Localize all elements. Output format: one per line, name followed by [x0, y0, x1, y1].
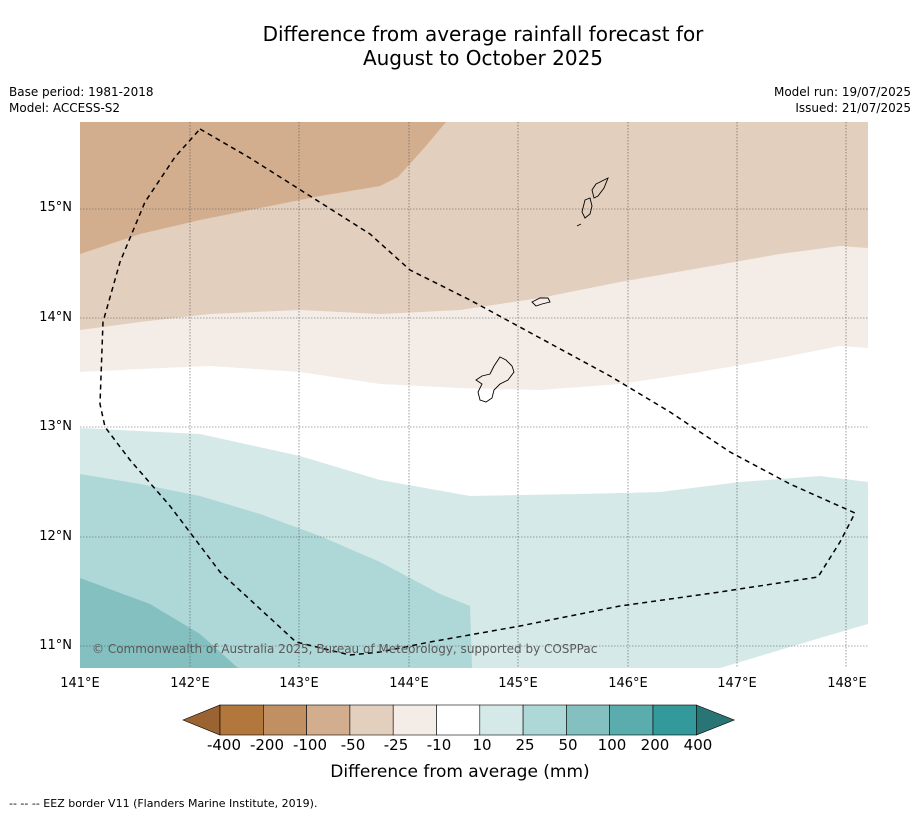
copyright-text: © Commonwealth of Australia 2025, Bureau… — [92, 642, 598, 656]
cbar-label-100: 100 — [597, 736, 627, 754]
title-line-1: Difference from average rainfall forecas… — [262, 22, 704, 46]
meta-right: Model run: 19/07/2025 Issued: 21/07/2025 — [774, 84, 911, 116]
islands — [475, 177, 609, 403]
x-tick-143e: 143°E — [279, 676, 319, 691]
island-rota — [531, 297, 551, 307]
colorbar-cell — [479, 704, 524, 736]
colorbar-cell — [349, 704, 394, 736]
colorbar-cell — [609, 704, 654, 736]
cbar-label-10: 10 — [472, 736, 492, 754]
rainfall-map — [80, 122, 868, 668]
cbar-label-200: 200 — [640, 736, 670, 754]
title-line-2: August to October 2025 — [362, 46, 604, 70]
grid-lines — [80, 122, 868, 668]
island-islet — [576, 223, 582, 227]
colorbar-cell — [219, 704, 264, 736]
cbar-label-minus-50: -50 — [340, 736, 366, 754]
colorbar-cell — [566, 704, 610, 736]
colorbar — [182, 704, 736, 736]
colorbar-cell — [392, 704, 437, 736]
island-saipan — [591, 177, 609, 199]
cbar-label-minus-200: -200 — [249, 736, 285, 754]
x-tick-141e: 141°E — [60, 676, 100, 691]
colorbar-title: Difference from average (mm) — [330, 762, 590, 782]
cbar-label-25: 25 — [515, 736, 535, 754]
x-tick-145e: 145°E — [498, 676, 538, 691]
model-run-text: Model run: 19/07/2025 — [773, 85, 911, 99]
colorbar-arrow-high — [695, 704, 736, 736]
eez-legend-text: -- -- -- EEZ border V11 (Flanders Marine… — [9, 797, 318, 810]
band-minus-50 — [80, 122, 446, 254]
x-tick-142e: 142°E — [170, 676, 210, 691]
x-tick-144e: 144°E — [389, 676, 429, 691]
band-plus-50 — [80, 578, 238, 668]
colorbar-cell — [652, 704, 697, 736]
base-period-text: Base period: 1981-2018 — [9, 85, 154, 99]
y-tick-15n: 15°N — [39, 200, 72, 215]
x-tick-148e: 148°E — [827, 676, 867, 691]
issued-text: Issued: 21/07/2025 — [795, 101, 911, 115]
cbar-label-minus-10: -10 — [426, 736, 452, 754]
x-tick-147e: 147°E — [717, 676, 757, 691]
cbar-label-minus-400: -400 — [206, 736, 242, 754]
colorbar-arrow-low — [182, 704, 221, 736]
eez-border — [99, 128, 857, 656]
y-tick-11n: 11°N — [39, 638, 72, 653]
y-tick-14n: 14°N — [39, 310, 72, 325]
cbar-label-50: 50 — [558, 736, 578, 754]
colorbar-cell — [306, 704, 351, 736]
colorbar-cell — [263, 704, 307, 736]
model-text: Model: ACCESS-S2 — [9, 101, 121, 115]
colorbar-cell — [436, 704, 481, 736]
island-tinian — [581, 197, 593, 219]
y-tick-12n: 12°N — [39, 529, 72, 544]
band-plus-25 — [80, 474, 472, 668]
colorbar-cell — [522, 704, 567, 736]
island-guam — [475, 356, 515, 403]
chart-title: Difference from average rainfall forecas… — [0, 22, 919, 70]
y-tick-13n: 13°N — [39, 419, 72, 434]
meta-left: Base period: 1981-2018 Model: ACCESS-S2 — [9, 84, 154, 116]
cbar-label-minus-25: -25 — [383, 736, 409, 754]
cbar-label-minus-100: -100 — [292, 736, 328, 754]
cbar-label-400: 400 — [683, 736, 713, 754]
x-tick-146e: 146°E — [608, 676, 648, 691]
